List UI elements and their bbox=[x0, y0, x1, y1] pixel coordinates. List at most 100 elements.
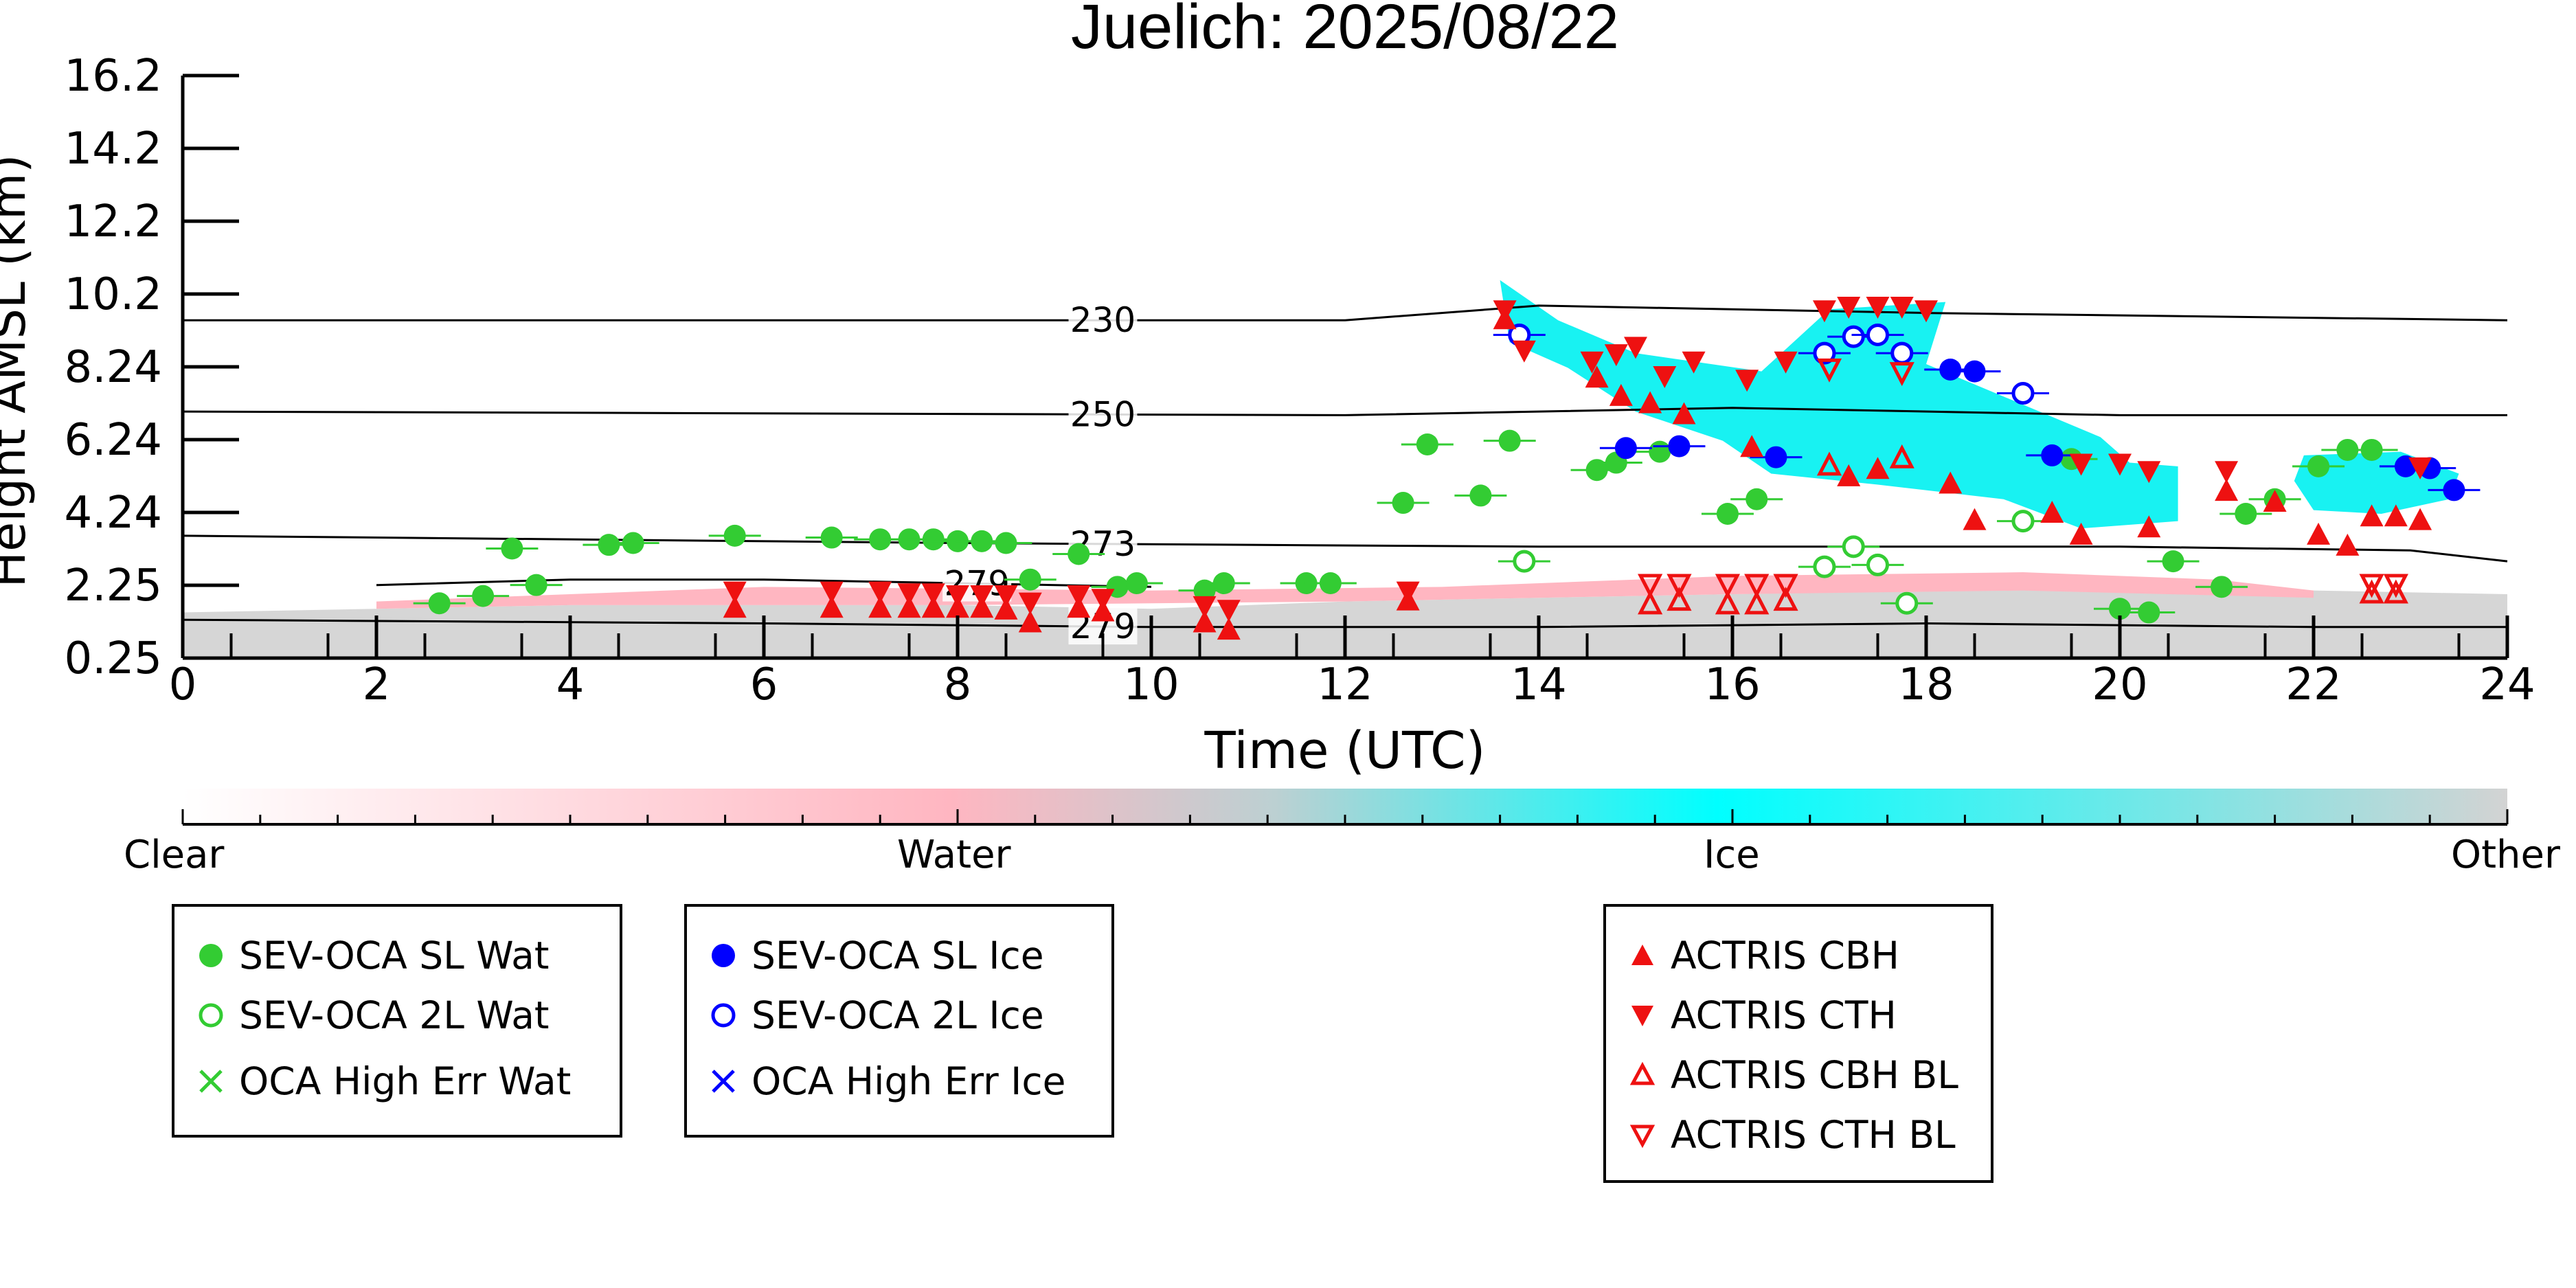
data-point bbox=[1125, 572, 1148, 595]
data-point bbox=[1498, 429, 1521, 452]
data-point bbox=[1889, 362, 1914, 387]
data-point bbox=[501, 537, 523, 560]
data-point bbox=[1585, 459, 1608, 482]
data-point bbox=[2108, 453, 2132, 476]
x-tick-label: 8 bbox=[944, 659, 972, 710]
data-point bbox=[1667, 587, 1692, 611]
data-point bbox=[1963, 360, 1986, 383]
water-phase-region bbox=[376, 572, 2314, 609]
data-point bbox=[1624, 337, 1647, 359]
y-tick-label: 10.2 bbox=[65, 269, 163, 320]
data-point bbox=[2137, 461, 2161, 484]
colorbar-label-other: Other bbox=[2451, 833, 2561, 877]
y-tick-label: 0.25 bbox=[65, 633, 163, 684]
y-tick-label: 12.2 bbox=[65, 196, 163, 247]
x-tick-label: 18 bbox=[1898, 659, 1954, 710]
data-point bbox=[1193, 579, 1216, 602]
x-axis-label: Time (UTC) bbox=[1204, 721, 1485, 780]
data-point bbox=[1745, 488, 1768, 510]
data-point bbox=[994, 597, 1018, 620]
data-point bbox=[1649, 440, 1671, 463]
data-point bbox=[897, 583, 921, 606]
data-point bbox=[1512, 340, 1536, 363]
colorbar-label-clear: Clear bbox=[124, 833, 225, 877]
data-point bbox=[1609, 383, 1633, 406]
data-point bbox=[1091, 589, 1115, 611]
y-tick-label: 2.25 bbox=[65, 561, 163, 611]
data-point bbox=[2011, 382, 2035, 405]
data-point bbox=[1895, 591, 1919, 615]
data-point bbox=[1396, 581, 1420, 604]
data-point bbox=[1890, 341, 1914, 365]
x-tick-label: 2 bbox=[363, 659, 391, 710]
data-point bbox=[2041, 444, 2064, 466]
data-point bbox=[2215, 479, 2239, 501]
x-tick-label: 16 bbox=[1704, 659, 1760, 710]
data-point bbox=[2443, 479, 2465, 501]
cloud-phase-background bbox=[183, 280, 2507, 658]
data-point bbox=[1842, 535, 1865, 558]
data-point bbox=[723, 581, 747, 604]
data-point bbox=[1580, 351, 1604, 374]
data-point bbox=[1816, 451, 1842, 476]
data-point bbox=[2408, 457, 2432, 479]
data-point bbox=[1638, 391, 1662, 414]
data-point bbox=[1773, 587, 1798, 611]
data-point bbox=[2384, 504, 2408, 527]
legend-entry: ACTRIS CBH bbox=[1625, 934, 1899, 978]
x-tick-label: 22 bbox=[2285, 659, 2341, 710]
data-point bbox=[1773, 574, 1798, 598]
data-point bbox=[2307, 522, 2331, 545]
legend-entry: ACTRIS CTH BL bbox=[1625, 1113, 1956, 1157]
data-point bbox=[1604, 344, 1628, 367]
data-point bbox=[1638, 590, 1663, 615]
data-point bbox=[1067, 543, 1090, 565]
y-tick-label: 8.24 bbox=[65, 342, 163, 393]
x-tick-label: 4 bbox=[556, 659, 585, 710]
data-point bbox=[921, 583, 945, 606]
colorbar-label-ice: Ice bbox=[1704, 833, 1760, 877]
data-point bbox=[1715, 574, 1741, 598]
data-point bbox=[1837, 296, 1861, 319]
isotherm-line bbox=[183, 304, 2508, 321]
data-point bbox=[820, 581, 844, 604]
legend-entry: ACTRIS CTH bbox=[1625, 993, 1897, 1037]
data-point bbox=[2360, 438, 2383, 461]
isotherm-label: 250 bbox=[1070, 394, 1136, 434]
data-point bbox=[2235, 502, 2257, 525]
data-point bbox=[2263, 490, 2287, 512]
y-tick-label: 6.24 bbox=[65, 415, 163, 466]
legend-entry: SEV-OCA SL Ice bbox=[706, 934, 1044, 978]
data-point bbox=[598, 534, 620, 556]
data-point bbox=[2069, 453, 2093, 476]
legend-water: SEV-OCA SL Wat SEV-OCA 2L Wat OCA High E… bbox=[172, 904, 622, 1138]
data-point bbox=[1716, 502, 1739, 525]
x-tick-label: 6 bbox=[750, 659, 778, 710]
data-point bbox=[2109, 598, 2131, 620]
data-point bbox=[2011, 510, 2035, 533]
data-point bbox=[1493, 300, 1517, 323]
data-point bbox=[2215, 461, 2239, 484]
data-point bbox=[946, 585, 969, 607]
data-point bbox=[897, 596, 921, 618]
data-point bbox=[1392, 492, 1414, 515]
data-point bbox=[1890, 296, 1914, 319]
data-point bbox=[1837, 464, 1861, 486]
data-point bbox=[2137, 515, 2161, 538]
data-point bbox=[869, 528, 892, 551]
data-point bbox=[1816, 358, 1842, 383]
data-point bbox=[2138, 601, 2160, 624]
isotherm-label: 230 bbox=[1070, 300, 1136, 340]
chart-title: Juelich: 2025/08/22 bbox=[1071, 0, 1619, 62]
isotherm-label-bg bbox=[1068, 394, 1138, 433]
data-point bbox=[1939, 471, 1963, 494]
data-point bbox=[1019, 568, 1041, 591]
data-point bbox=[1914, 300, 1938, 323]
data-point bbox=[820, 596, 844, 618]
data-point bbox=[1682, 351, 1706, 374]
data-point bbox=[1842, 325, 1865, 348]
legend-entry: SEV-OCA SL Wat bbox=[194, 934, 549, 978]
x-tick-label: 0 bbox=[169, 659, 197, 710]
data-point bbox=[1638, 574, 1663, 598]
data-point bbox=[1416, 433, 1438, 455]
